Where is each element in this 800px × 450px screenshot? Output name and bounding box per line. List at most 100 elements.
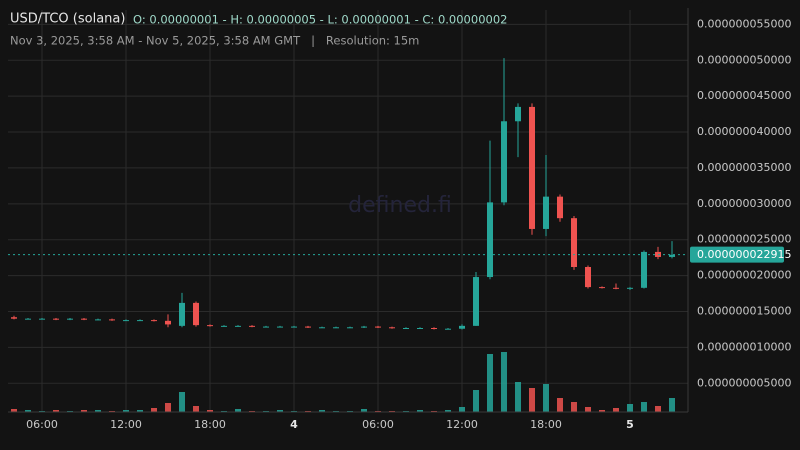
volume-bar — [543, 384, 549, 412]
candle-body — [557, 196, 563, 219]
candle-body — [529, 106, 535, 229]
candle-body — [445, 328, 451, 330]
volume-bar — [95, 410, 101, 412]
y-tick-label: 0.000000015000 — [697, 305, 791, 318]
volume-bar — [193, 406, 199, 412]
candle-body — [417, 328, 423, 330]
volume-bar — [585, 407, 591, 412]
watermark: defined.fi — [348, 193, 452, 218]
volume-bar — [81, 410, 87, 412]
volume-bar — [557, 398, 563, 412]
candle-body — [571, 218, 577, 267]
volume-bar — [165, 403, 171, 412]
volume-bar — [641, 402, 647, 412]
candle-body — [515, 106, 521, 122]
candle-body — [235, 325, 241, 327]
candle-body — [305, 326, 311, 328]
candle-body — [669, 254, 675, 257]
volume-bar — [599, 410, 605, 412]
candle-body — [627, 287, 633, 289]
candle-body — [53, 318, 59, 320]
candle-body — [263, 326, 269, 328]
candle-body — [613, 287, 619, 289]
chart-title: USD/TCO (solana) — [10, 12, 125, 27]
candle-body — [291, 326, 297, 328]
y-tick-label: 0.000000020000 — [697, 269, 791, 282]
candle-body — [249, 325, 255, 327]
volume-bar — [151, 408, 157, 412]
y-tick-label: 0.000000025000 — [697, 233, 791, 246]
candle-body — [459, 325, 465, 329]
volume-bar — [445, 410, 451, 412]
candle-body — [165, 320, 171, 325]
candle-body — [193, 302, 199, 326]
candle-body — [473, 277, 479, 326]
candle-body — [137, 320, 143, 322]
volume-bar — [655, 406, 661, 412]
volume-bar — [571, 402, 577, 412]
candle-body — [123, 320, 129, 322]
candle-body — [375, 326, 381, 328]
ohlc-label: O: 0.00000001 - H: 0.00000005 - L: 0.000… — [133, 13, 507, 27]
candle-body — [431, 328, 437, 330]
y-tick-label: 0.000000040000 — [697, 125, 791, 138]
candle-body — [361, 326, 367, 328]
volume-bar — [53, 410, 59, 412]
volume-bar — [515, 382, 521, 412]
x-tick-label: 12:00 — [446, 418, 478, 431]
candle-body — [333, 327, 339, 329]
volume-bar — [11, 409, 17, 412]
x-tick-label: 18:00 — [530, 418, 562, 431]
candle-body — [599, 287, 605, 289]
volume-bar — [277, 410, 283, 412]
candle-body — [81, 318, 87, 320]
y-tick-label: 0.000000045000 — [697, 89, 791, 102]
candle-body — [543, 196, 549, 229]
candle-body — [319, 327, 325, 329]
candle-body — [11, 317, 17, 319]
candle-body — [179, 302, 185, 326]
subtitle: Nov 3, 2025, 3:58 AM - Nov 5, 2025, 3:58… — [10, 34, 419, 48]
last-price-label: 0.000000022915 — [697, 248, 791, 261]
last-price-tag — [690, 246, 784, 263]
volume-bar — [669, 398, 675, 412]
candle-body — [347, 327, 353, 329]
volume-bar — [487, 354, 493, 412]
candle-body — [585, 266, 591, 288]
candle-body — [207, 325, 213, 327]
volume-bar — [207, 410, 213, 412]
volume-bar — [459, 407, 465, 412]
volume-bar — [123, 410, 129, 412]
candle-body — [501, 121, 507, 203]
y-tick-label: 0.000000030000 — [697, 197, 791, 210]
candle-body — [151, 320, 157, 322]
x-tick-label: 12:00 — [110, 418, 142, 431]
volume-bar — [319, 410, 325, 412]
candle-body — [277, 326, 283, 328]
candle-body — [221, 325, 227, 327]
volume-bar — [473, 390, 479, 412]
y-tick-label: 0.000000050000 — [697, 53, 791, 66]
volume-bar — [137, 410, 143, 412]
x-tick-label: 18:00 — [194, 418, 226, 431]
x-tick-label: 06:00 — [26, 418, 58, 431]
candle-body — [641, 251, 647, 288]
candle-body — [487, 202, 493, 278]
volume-bar — [235, 409, 241, 412]
candle-body — [389, 327, 395, 329]
volume-bar — [417, 410, 423, 412]
plot — [11, 58, 675, 412]
candle-body — [25, 318, 31, 320]
y-tick-label: 0.000000055000 — [697, 17, 791, 30]
y-tick-label: 0.000000010000 — [697, 340, 791, 353]
y-tick-label: 0.000000005000 — [697, 376, 791, 389]
x-tick-label: 06:00 — [362, 418, 394, 431]
candle-body — [39, 318, 45, 320]
x-tick-label: 4 — [290, 418, 298, 431]
volume-bar — [529, 388, 535, 412]
candle-body — [67, 318, 73, 320]
x-tick-label: 5 — [626, 418, 634, 431]
volume-bar — [25, 410, 31, 412]
candle-body — [403, 328, 409, 330]
volume-bar — [501, 352, 507, 412]
